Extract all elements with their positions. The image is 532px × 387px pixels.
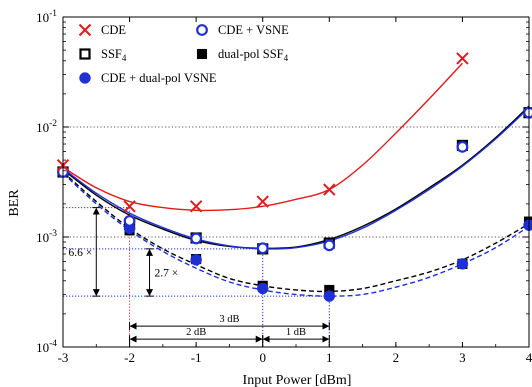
legend-marker bbox=[196, 24, 208, 36]
annotations: 6.6 × 2.7 × 3 dB 2 dB 1 dB bbox=[63, 207, 330, 347]
legend-label: SSF4 bbox=[101, 47, 127, 63]
x-stroke bbox=[456, 52, 469, 65]
legend-marker bbox=[196, 48, 208, 60]
y-tick-label: 10-2 bbox=[36, 119, 57, 135]
x-stroke bbox=[189, 200, 203, 213]
x-stroke bbox=[78, 23, 92, 37]
point-cde_dualpol_vsne bbox=[523, 219, 532, 231]
point-cde_vsne bbox=[123, 215, 136, 227]
point-cde bbox=[189, 200, 203, 213]
fit-dualpol-ssf4 bbox=[62, 171, 530, 293]
gain-label: 3 dB bbox=[219, 314, 239, 325]
fit-cde-dualpol-vsne bbox=[62, 172, 530, 297]
x-axis-label: Input Power [dBm] bbox=[243, 373, 352, 387]
y-axis-label: BER bbox=[7, 189, 22, 217]
gain-label: 1 dB bbox=[286, 327, 306, 338]
point-cde_vsne bbox=[256, 242, 269, 255]
x-tick-label: 0 bbox=[259, 350, 266, 365]
legend-entry: CDE bbox=[78, 23, 126, 37]
fit-curves bbox=[62, 62, 530, 297]
x-stroke bbox=[323, 183, 336, 196]
x-tick-label: 2 bbox=[393, 350, 400, 365]
legend-entry: SSF4 bbox=[79, 47, 127, 63]
legend-entry: CDE + dual-pol VSNE bbox=[79, 71, 217, 85]
point-cde_vsne bbox=[323, 239, 336, 252]
point-cde_vsne bbox=[190, 232, 203, 245]
axes: -3 -2 -1 0 1 2 3 4 10-4 10-3 10-2 10-1 bbox=[36, 9, 532, 365]
point-cde_dualpol_vsne bbox=[256, 282, 269, 295]
y-tick-label: 10-1 bbox=[36, 9, 57, 25]
x-stroke bbox=[256, 195, 269, 208]
point-cde_dualpol_vsne bbox=[323, 290, 336, 302]
y-tick-label: 10-3 bbox=[36, 229, 57, 245]
point-cde_dualpol_vsne bbox=[456, 258, 469, 270]
point-cde bbox=[323, 183, 336, 196]
x-tick-label: -2 bbox=[124, 350, 135, 365]
point-cde bbox=[456, 52, 469, 65]
legend-marker bbox=[78, 23, 92, 37]
legend-label: CDE + VSNE bbox=[218, 23, 289, 37]
gain-label: 2 dB bbox=[186, 327, 206, 338]
legend-entry: CDE + VSNE bbox=[196, 23, 289, 37]
reference-lines bbox=[63, 126, 529, 238]
legend-label: dual-pol SSF4 bbox=[218, 47, 289, 63]
legend-entry: dual-pol SSF4 bbox=[196, 47, 289, 63]
x-stroke bbox=[123, 200, 136, 213]
point-cde_vsne bbox=[523, 106, 532, 119]
legend-marker bbox=[79, 48, 91, 60]
x-tick-label: 1 bbox=[326, 350, 333, 365]
fit-cde bbox=[62, 62, 463, 212]
data-points bbox=[56, 52, 532, 302]
x-tick-label: -1 bbox=[191, 350, 202, 365]
ratio-label: 2.7 × bbox=[155, 268, 179, 280]
x-tick-label: 3 bbox=[459, 350, 466, 365]
point-cde bbox=[123, 200, 136, 213]
x-tick-label: 4 bbox=[526, 350, 532, 365]
point-cde bbox=[256, 195, 269, 208]
legend-marker bbox=[79, 72, 91, 84]
point-cde_vsne bbox=[456, 140, 469, 153]
point-cde_dualpol_vsne bbox=[190, 254, 202, 266]
ratio-label: 6.6 × bbox=[69, 247, 93, 259]
fit-cde-vsne bbox=[62, 107, 530, 250]
y-tick-label: 10-4 bbox=[36, 339, 57, 355]
x-tick-label: -3 bbox=[58, 350, 69, 365]
legend-label: CDE bbox=[101, 23, 126, 37]
legend-label: CDE + dual-pol VSNE bbox=[101, 71, 217, 85]
